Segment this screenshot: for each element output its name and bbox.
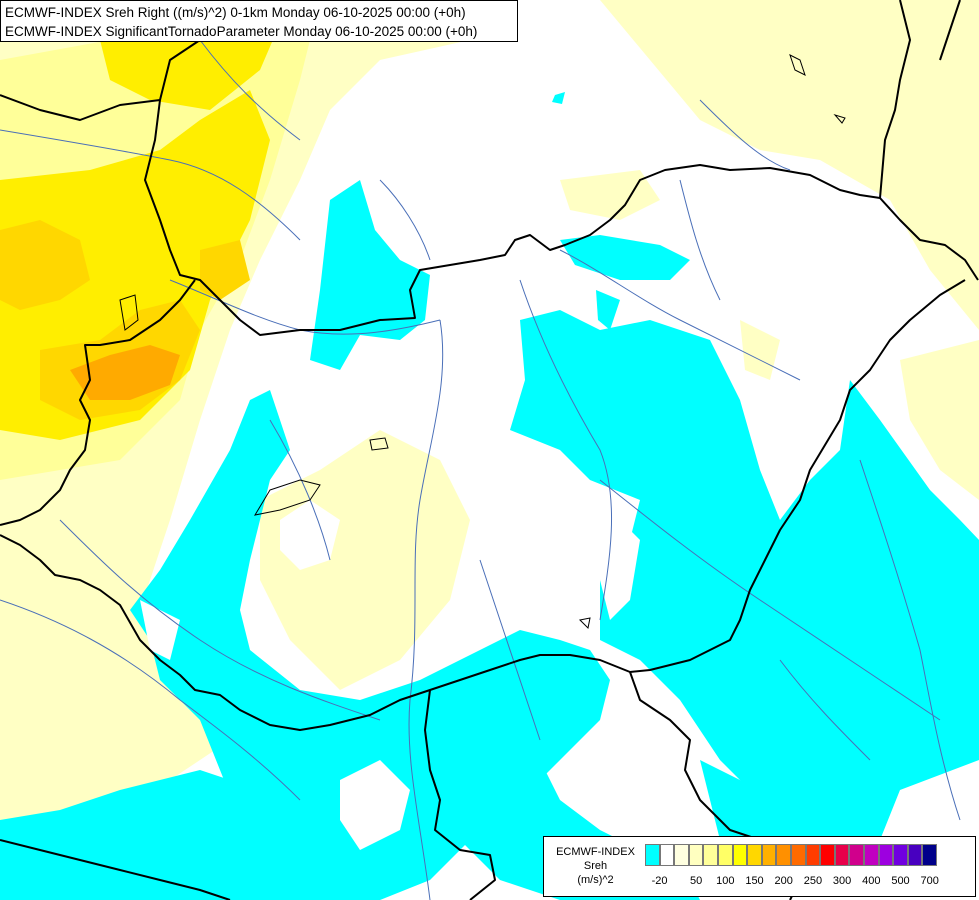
- legend-swatch: [922, 844, 937, 866]
- legend-swatch: [893, 844, 908, 866]
- legend-tick-label: 150: [745, 875, 764, 887]
- legend-tick-label: 400: [862, 875, 881, 887]
- legend-tick-label: 700: [920, 875, 939, 887]
- legend-source: ECMWF-INDEX: [556, 846, 635, 858]
- legend-swatch: [805, 844, 821, 866]
- white-gaps: [140, 500, 640, 850]
- legend-tick-label: 50: [689, 875, 703, 887]
- legend-swatch: [645, 844, 660, 866]
- legend-tick-label: 100: [716, 875, 735, 887]
- title-line-stp: ECMWF-INDEX SignificantTornadoParameter …: [5, 24, 478, 39]
- legend-swatch: [688, 844, 704, 866]
- legend-swatch: [674, 844, 689, 866]
- legend-tick-label: 250: [803, 875, 823, 887]
- legend-swatches: [645, 844, 937, 866]
- title-line-sreh: ECMWF-INDEX Sreh Right ((m/s)^2) 0-1km M…: [5, 5, 466, 20]
- legend-swatch: [761, 844, 777, 866]
- legend-swatch: [863, 844, 879, 866]
- legend-swatch: [747, 844, 762, 866]
- legend-tick-labels: -20 50 100 150 200 250 300 400 500 700: [645, 875, 970, 891]
- legend-swatch: [907, 844, 923, 866]
- legend-swatch: [820, 844, 835, 866]
- lake-outlines: [119, 54, 846, 630]
- legend-variable: Sreh: [583, 860, 608, 872]
- color-legend: ECMWF-INDEX Sreh (m/s)^2 -20 50 100 150 200 2…: [543, 836, 976, 897]
- legend-tick-label: -20: [651, 875, 668, 887]
- legend-unit: (m/s)^2: [577, 874, 614, 886]
- map-title-box: ECMWF-INDEX Sreh Right ((m/s)^2) 0-1km M…: [0, 0, 518, 42]
- legend-tick-label: 300: [832, 875, 852, 887]
- sreh-cyan-fields: [0, 92, 979, 900]
- legend-swatch: [703, 844, 718, 866]
- legend-swatch: [717, 844, 733, 866]
- legend-title: ECMWF-INDEX Sreh (m/s)^2: [548, 845, 643, 887]
- legend-swatch: [790, 844, 806, 866]
- legend-swatch: [659, 844, 675, 866]
- legend-tick-label: 500: [891, 875, 910, 887]
- legend-swatch: [732, 844, 748, 866]
- legend-swatch: [878, 844, 894, 866]
- legend-swatch: [834, 844, 850, 866]
- legend-swatch: [849, 844, 864, 866]
- legend-tick-label: 200: [774, 875, 793, 887]
- legend-swatch: [776, 844, 791, 866]
